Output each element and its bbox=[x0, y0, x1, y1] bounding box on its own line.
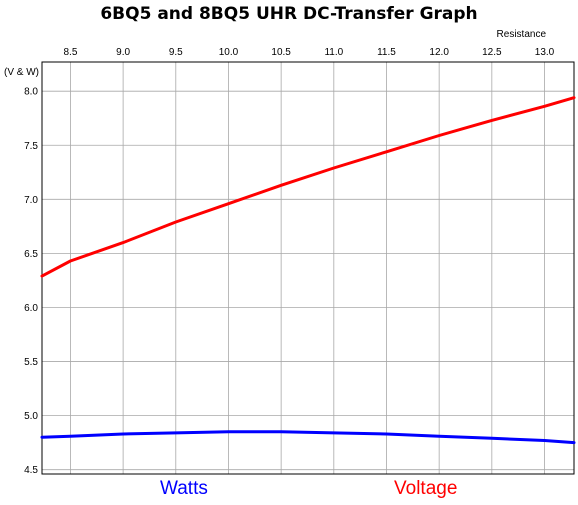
x-tick-labels: 8.5 9.0 9.5 10.0 10.5 11.0 11.5 12.0 12.5 13.0 bbox=[63, 47, 554, 58]
x-tick-label: 12.0 bbox=[429, 47, 449, 58]
chart-title: 6BQ5 and 8BQ5 UHR DC-Transfer Graph bbox=[100, 4, 478, 24]
legend-watts: Watts bbox=[160, 478, 208, 499]
y-tick-label: 7.5 bbox=[24, 141, 38, 152]
y-tick-labels: 4.5 5.0 5.5 6.0 6.5 7.0 7.5 8.0 bbox=[24, 87, 38, 476]
x-tick-label: 11.5 bbox=[377, 47, 396, 58]
x-tick-label: 13.0 bbox=[535, 47, 555, 58]
plot-frame bbox=[41, 61, 575, 475]
series-layer bbox=[40, 96, 576, 445]
series-line-watts bbox=[40, 430, 576, 445]
series-line-voltage bbox=[40, 96, 576, 278]
x-tick-label: 9.5 bbox=[169, 47, 183, 58]
y-tick-label: 5.5 bbox=[24, 357, 38, 368]
legend-voltage: Voltage bbox=[394, 478, 458, 499]
x-tick-label: 9.0 bbox=[116, 47, 130, 58]
y-tick-label: 8.0 bbox=[24, 87, 38, 98]
x-tick-label: 11.0 bbox=[324, 47, 343, 58]
y-tick-label: 4.5 bbox=[24, 465, 38, 476]
x-tick-label: 8.5 bbox=[63, 47, 77, 58]
x-tick-label: 10.5 bbox=[271, 47, 291, 58]
x-tick-label: 10.0 bbox=[219, 47, 239, 58]
y-tick-label: 7.0 bbox=[24, 195, 38, 206]
y-axis-label: (V & W) bbox=[4, 67, 39, 78]
grid bbox=[42, 62, 574, 474]
y-tick-label: 5.0 bbox=[24, 411, 38, 422]
y-tick-label: 6.0 bbox=[24, 303, 38, 314]
x-axis-label: Resistance bbox=[497, 29, 547, 40]
x-tick-label: 12.5 bbox=[482, 47, 502, 58]
y-tick-label: 6.5 bbox=[24, 249, 38, 260]
